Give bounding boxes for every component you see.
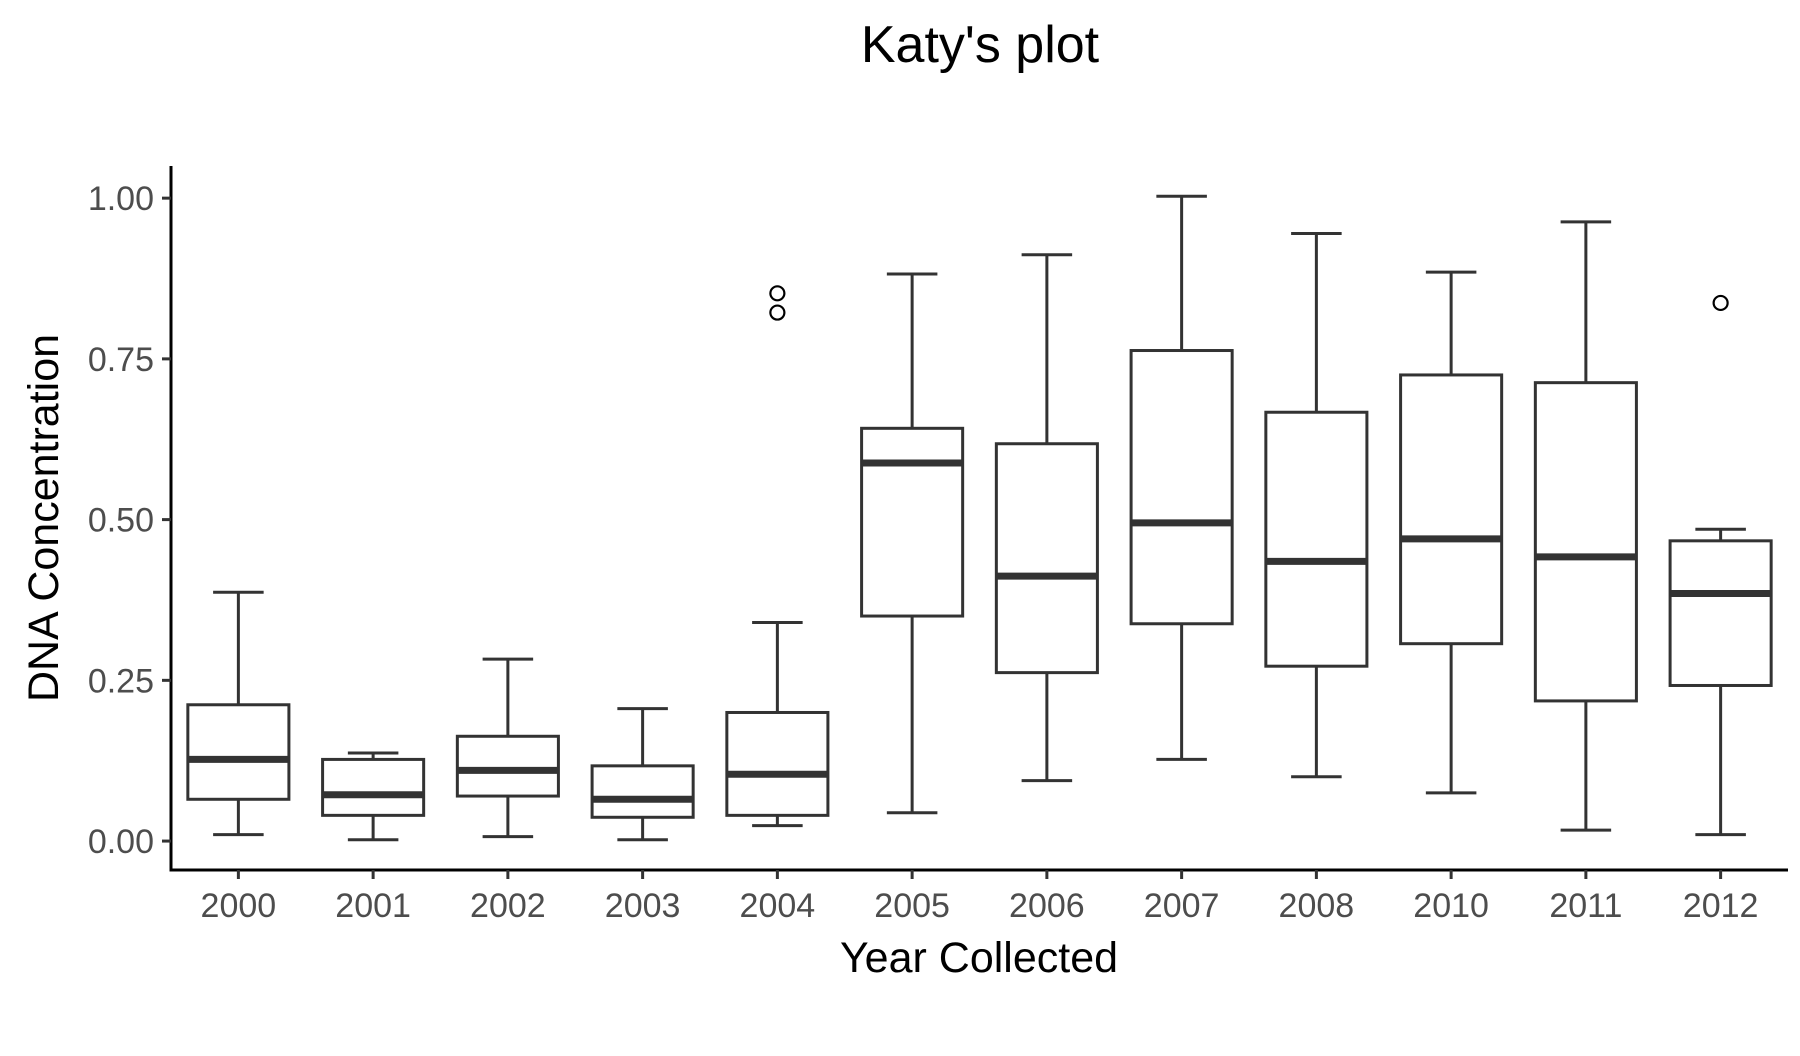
x-tick-label: 2002: [470, 887, 546, 925]
x-tick-label: 2012: [1683, 887, 1759, 925]
plot-area: [186, 194, 1773, 842]
chart-title: Katy's plot: [861, 16, 1100, 74]
interquartile-box: [590, 764, 695, 819]
box-2005: [860, 272, 965, 815]
interquartile-box: [186, 703, 291, 801]
y-tick-label: 0.50: [88, 502, 154, 540]
y-axis-title: DNA Concentration: [20, 334, 68, 702]
box-2012: [1668, 294, 1773, 837]
x-tick-label: 2007: [1144, 887, 1220, 925]
y-axis-ticks: 0.00 0.25 0.50 0.75 1.00: [88, 180, 171, 861]
box-2008: [1264, 232, 1369, 779]
box-2006: [994, 253, 1099, 783]
interquartile-box: [860, 426, 965, 618]
interquartile-box: [994, 442, 1099, 675]
box-2001: [321, 751, 426, 842]
x-tick-label: 2001: [335, 887, 411, 925]
outlier-point: [769, 304, 786, 321]
x-tick-label: 2006: [1009, 887, 1085, 925]
y-tick-label: 0.25: [88, 662, 154, 700]
x-axis-title: Year Collected: [840, 934, 1118, 982]
interquartile-box: [455, 734, 560, 798]
y-tick-label: 1.00: [88, 180, 154, 218]
box-2002: [455, 657, 560, 839]
interquartile-box: [1533, 381, 1638, 703]
x-tick-label: 2011: [1549, 887, 1622, 925]
y-tick-label: 0.75: [88, 341, 154, 379]
x-axis-ticks: 2000 2001 2002 2003 2004 2005 2006 2007 2008 2010…: [201, 870, 1759, 925]
interquartile-box: [321, 757, 426, 817]
y-tick-label: 0.00: [88, 823, 154, 861]
interquartile-box: [1129, 349, 1234, 626]
box-2000: [186, 590, 291, 837]
outlier-point: [769, 285, 786, 302]
box-2004: [725, 285, 830, 828]
box-2003: [590, 707, 695, 842]
x-tick-label: 2004: [740, 887, 816, 925]
outlier-point: [1712, 294, 1729, 312]
interquartile-box: [1399, 373, 1504, 646]
x-tick-label: 2005: [874, 887, 950, 925]
x-tick-label: 2000: [201, 887, 277, 925]
box-2010: [1399, 270, 1504, 795]
x-tick-label: 2008: [1279, 887, 1355, 925]
x-tick-label: 2003: [605, 887, 681, 925]
x-tick-label: 2010: [1413, 887, 1489, 925]
interquartile-box: [1264, 410, 1369, 668]
interquartile-box: [1668, 539, 1773, 687]
box-2007: [1129, 194, 1234, 761]
interquartile-box: [725, 710, 830, 817]
box-2011: [1533, 220, 1638, 832]
